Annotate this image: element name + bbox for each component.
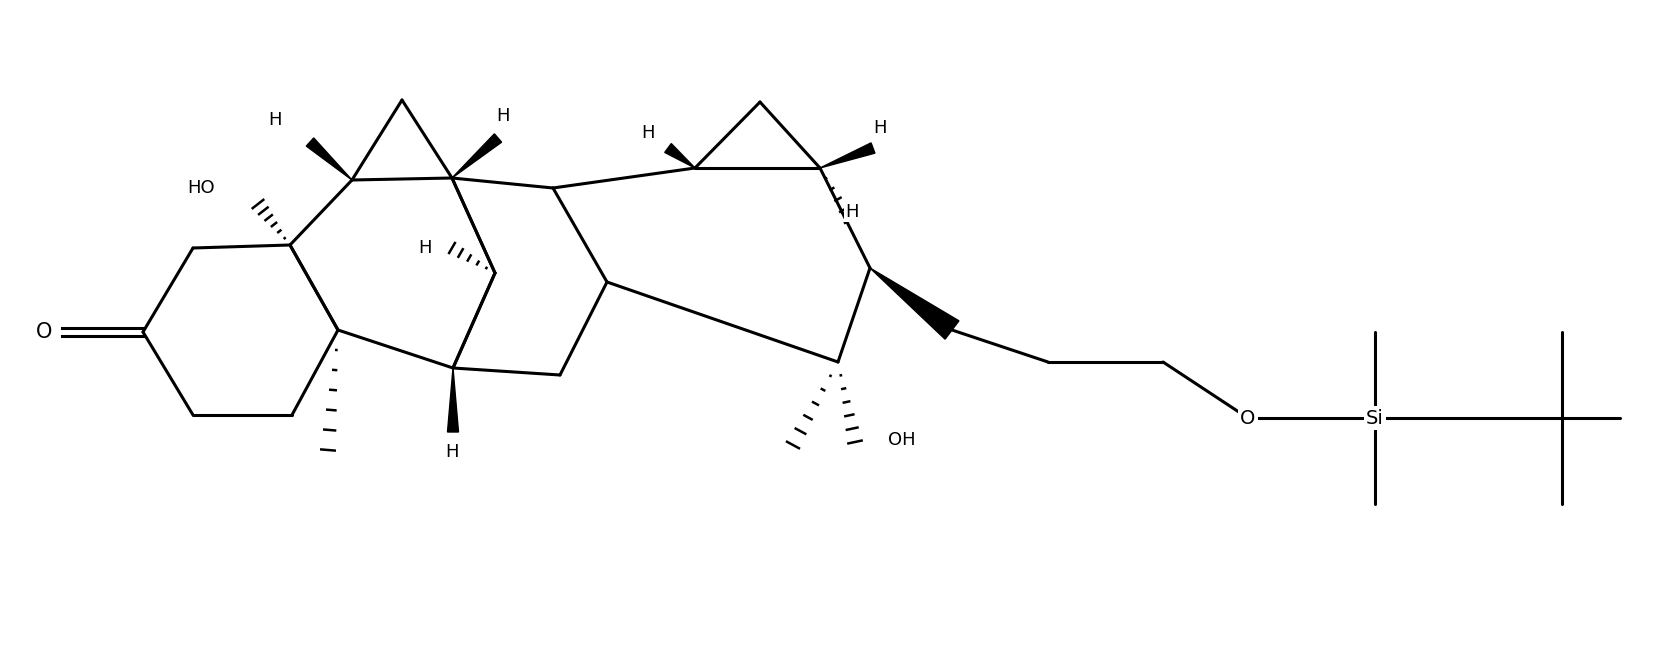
Text: O: O [1240, 408, 1254, 428]
Polygon shape [452, 134, 501, 178]
Text: H: H [445, 443, 458, 461]
Text: H: H [419, 239, 432, 257]
Text: H: H [844, 203, 859, 221]
Polygon shape [447, 368, 458, 432]
Text: Si: Si [1365, 408, 1384, 428]
Text: OH: OH [887, 431, 915, 449]
Text: HO: HO [187, 179, 215, 197]
Text: O: O [36, 322, 51, 342]
Polygon shape [664, 143, 695, 168]
Text: H: H [872, 119, 885, 137]
Polygon shape [306, 138, 353, 180]
Text: H: H [496, 107, 510, 125]
Text: H: H [640, 124, 654, 142]
Text: H: H [268, 111, 281, 129]
Polygon shape [869, 268, 958, 339]
Polygon shape [819, 143, 874, 168]
